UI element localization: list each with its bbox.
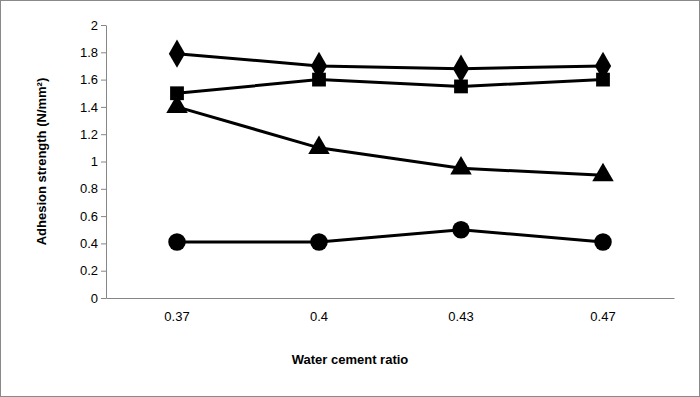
y-tick: 0.6: [80, 209, 106, 224]
y-tick-mark: [101, 162, 106, 163]
chart: 00.20.40.60.811.21.41.61.820.370.40.430.…: [0, 0, 700, 397]
y-tick: 0.2: [80, 263, 106, 278]
y-tick-label: 2: [91, 18, 98, 33]
y-axis-title: Adhesion strength (N/mm²): [34, 78, 49, 246]
marker: [169, 40, 185, 68]
x-tick: 0.37: [164, 298, 189, 324]
y-tick-mark: [101, 107, 106, 108]
y-tick: 1.8: [80, 45, 106, 60]
y-tick-label: 0.2: [80, 263, 98, 278]
y-tick: 1.6: [80, 72, 106, 87]
y-tick-label: 0.4: [80, 236, 98, 251]
y-tick-label: 1.6: [80, 72, 98, 87]
marker: [454, 80, 468, 94]
y-tick-label: 1.8: [80, 45, 98, 60]
marker: [166, 94, 187, 113]
y-tick-mark: [101, 134, 106, 135]
series-line: [177, 80, 603, 94]
x-axis-title: Water cement ratio: [292, 352, 409, 367]
y-tick: 2: [91, 18, 106, 33]
series-line: [177, 230, 603, 242]
series-line: [177, 107, 603, 175]
y-tick: 1.4: [80, 100, 106, 115]
marker: [592, 163, 613, 182]
y-tick-label: 1.2: [80, 127, 98, 142]
y-tick-label: 1.4: [80, 100, 98, 115]
y-tick-mark: [101, 189, 106, 190]
y-tick-mark: [101, 80, 106, 81]
y-axis-line: [106, 26, 107, 299]
marker: [452, 221, 469, 238]
marker: [168, 233, 185, 250]
y-tick-mark: [101, 298, 106, 299]
x-tick: 0.43: [448, 298, 473, 324]
x-tick-label: 0.4: [310, 309, 328, 324]
y-tick-mark: [101, 243, 106, 244]
x-tick-label: 0.47: [590, 309, 615, 324]
y-tick: 1.2: [80, 127, 106, 142]
y-axis: 0 0.2 0.4 0.6 0.8 1 1.2 1.4 1.6 1.8 2: [80, 18, 107, 306]
chart-border: [1, 1, 700, 397]
x-tick: 0.47: [590, 298, 615, 324]
y-tick-mark: [101, 52, 106, 53]
marker: [453, 55, 469, 83]
marker: [310, 233, 327, 250]
marker: [308, 135, 329, 154]
y-tick-mark: [101, 271, 106, 272]
x-axis-line: [107, 298, 675, 299]
series-line: [177, 54, 603, 69]
y-tick-label: 0.8: [80, 181, 98, 196]
y-tick: 0.8: [80, 181, 106, 196]
x-tick-label: 0.37: [164, 309, 189, 324]
marker: [596, 73, 610, 87]
marker: [312, 73, 326, 87]
marker: [450, 156, 471, 175]
y-tick-mark: [101, 216, 106, 217]
y-tick-mark: [101, 25, 106, 26]
x-axis: 0.37 0.4 0.43 0.47: [107, 298, 675, 324]
marker: [594, 233, 611, 250]
y-tick: 0.4: [80, 236, 106, 251]
x-tick: 0.4: [310, 298, 328, 324]
x-tick-label: 0.43: [448, 309, 473, 324]
y-tick: 0: [91, 291, 106, 306]
plot-area: [166, 40, 613, 251]
y-tick-label: 0: [91, 291, 98, 306]
y-tick-label: 0.6: [80, 209, 98, 224]
y-tick: 1: [91, 154, 106, 169]
y-tick-label: 1: [91, 154, 98, 169]
